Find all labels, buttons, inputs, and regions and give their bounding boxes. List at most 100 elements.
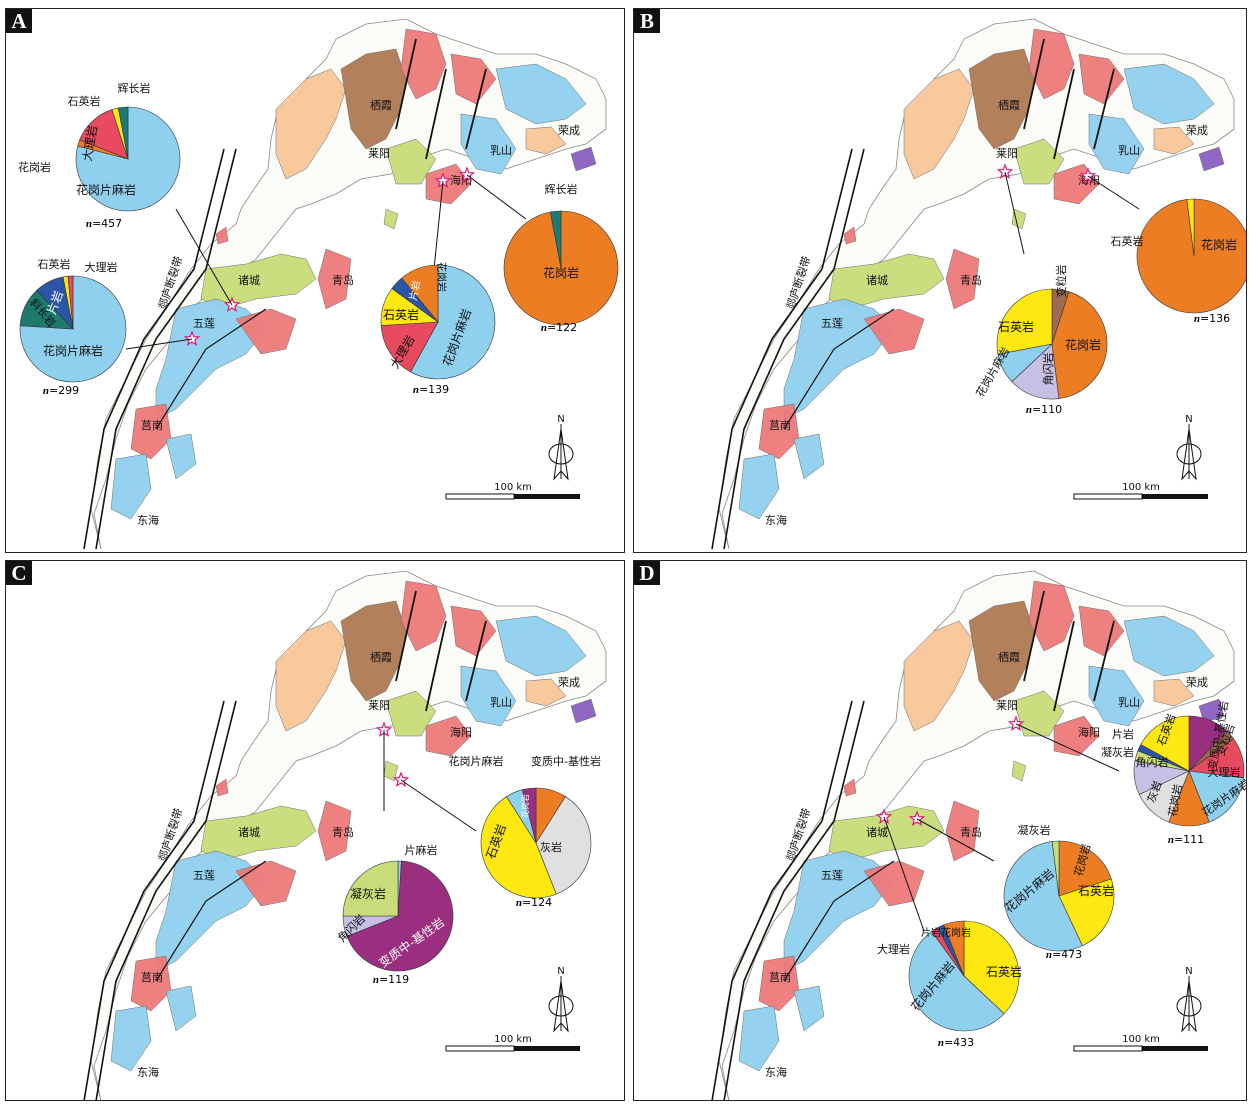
pie-chart xyxy=(1136,198,1246,314)
pie-slice xyxy=(67,275,74,330)
scale-bar xyxy=(445,493,580,500)
granite-unit xyxy=(945,800,980,862)
syenite-unit xyxy=(570,698,597,724)
pie-chart xyxy=(1133,715,1245,827)
sample-count-label: n=433 xyxy=(938,1036,974,1049)
fault-line xyxy=(1023,590,1115,712)
leader-line xyxy=(125,338,193,350)
volcanic-unit xyxy=(1011,208,1027,230)
granulite-unit xyxy=(340,600,407,702)
pie-slice-label: 片岩 xyxy=(1112,727,1134,741)
fault-line xyxy=(783,308,895,430)
place-label-qixia: 栖霞 xyxy=(370,98,392,112)
granite-unit xyxy=(525,678,567,707)
place-label-junan: 莒南 xyxy=(769,419,791,432)
pie-slice-label: 花岗片麻岩 xyxy=(43,343,103,358)
pie-slice-label: 变质中-基性岩 xyxy=(531,754,601,768)
place-label-wulian: 五莲 xyxy=(193,317,215,330)
pie-slice-label: 变粒岩 xyxy=(1054,265,1068,298)
place-label-junan: 莒南 xyxy=(141,971,163,984)
granite-unit xyxy=(317,800,352,862)
sample-site-star-icon xyxy=(996,163,1014,180)
pie-chart xyxy=(908,920,1020,1032)
gneiss-unit xyxy=(1123,63,1215,125)
pie-chart xyxy=(1003,840,1115,952)
leader-line xyxy=(466,174,527,220)
leader-line xyxy=(433,180,444,270)
gneiss-unit xyxy=(165,985,197,1032)
volcanic-unit xyxy=(1011,760,1027,782)
sample-site-star-icon xyxy=(1007,715,1025,732)
north-label: N xyxy=(557,966,564,977)
granite-unit xyxy=(1153,678,1195,707)
pie-slice-label: 花岗岩 xyxy=(1065,337,1101,352)
scale-bar xyxy=(1073,493,1208,500)
gneiss-unit xyxy=(165,433,197,480)
gneiss-unit xyxy=(738,453,780,520)
volcanic-unit xyxy=(383,208,399,230)
pie-slice xyxy=(117,106,129,160)
leader-line xyxy=(883,816,925,932)
pie-slice-label: 石英岩 xyxy=(38,257,71,271)
place-label-rongcheng: 荣成 xyxy=(1186,124,1208,137)
gneiss-unit xyxy=(460,113,517,175)
pie-chart xyxy=(480,787,592,899)
syenite-unit xyxy=(1198,146,1225,172)
sample-count-label: n=136 xyxy=(1194,312,1230,325)
pie-slice-label: 石英岩 xyxy=(383,307,419,322)
place-label-qingdao: 青岛 xyxy=(332,825,354,839)
sample-count-label: n=122 xyxy=(541,321,577,334)
granite-unit xyxy=(235,860,297,907)
geologic-map xyxy=(711,570,1235,1100)
fault-line xyxy=(783,860,895,982)
pie-chart xyxy=(996,288,1108,400)
place-label-laiyang: 莱阳 xyxy=(996,147,1018,160)
gneiss-unit xyxy=(783,850,895,972)
place-label-qixia: 栖霞 xyxy=(998,98,1020,112)
gneiss-unit xyxy=(495,615,587,677)
gneiss-unit xyxy=(1088,665,1145,727)
pie-slice-label: 大理岩 xyxy=(79,124,100,162)
pie-slice-label: 花岗片麻岩 xyxy=(76,182,136,197)
granite-unit xyxy=(1028,28,1075,100)
pie-slice xyxy=(342,860,399,917)
pie-slice xyxy=(963,920,1020,1015)
pie-slice-label: 大理岩 xyxy=(85,260,118,274)
sample-site-star-icon xyxy=(1079,167,1097,184)
place-label-zhucheng: 诸城 xyxy=(238,274,260,287)
pie-slice-label: 花岗岩 xyxy=(543,265,579,280)
sample-site-star-icon xyxy=(458,166,476,183)
place-label-donghai: 东海 xyxy=(765,1065,787,1079)
pie-slice xyxy=(943,920,965,977)
granite-unit xyxy=(1078,53,1125,105)
north-arrow-icon xyxy=(548,424,574,481)
granite-unit xyxy=(275,620,347,732)
sample-count-label: n=299 xyxy=(43,384,79,397)
place-label-haiyang: 海阳 xyxy=(450,725,472,739)
volcanic-unit xyxy=(385,138,437,185)
sample-count-label: n=110 xyxy=(1026,403,1062,416)
place-label-wulian: 五莲 xyxy=(821,317,843,330)
tanlu-fault-line xyxy=(711,148,853,550)
pie-slice xyxy=(549,210,562,269)
sample-site-star-icon xyxy=(875,808,893,825)
map-panel-c: 栖霞 莱阳 海阳 乳山 荣成 诸城 青岛 五莲 莒南 东海 郯庐断裂带 N 100 km 片麻岩 变质中-基… xyxy=(5,560,625,1101)
gneiss-unit xyxy=(1088,113,1145,175)
granite-unit xyxy=(425,163,472,205)
pie-slice xyxy=(1188,770,1244,823)
pie-chart xyxy=(75,106,181,212)
sample-site-star-icon xyxy=(908,810,926,827)
tanlu-fault-line xyxy=(723,700,865,1100)
place-label-rushan: 乳山 xyxy=(490,144,512,157)
pie-slice-label: 片麻岩 xyxy=(405,843,438,857)
pie-slice-label: 花岗岩 xyxy=(1201,237,1237,252)
gneiss-unit xyxy=(738,1005,780,1072)
north-label: N xyxy=(557,414,564,425)
panel-label: D xyxy=(634,561,660,585)
pie-slice-label: 凝灰岩 xyxy=(1018,823,1051,837)
pie-slice xyxy=(1136,198,1246,314)
pie-slice xyxy=(75,106,181,212)
place-label-rongcheng: 荣成 xyxy=(558,124,580,137)
